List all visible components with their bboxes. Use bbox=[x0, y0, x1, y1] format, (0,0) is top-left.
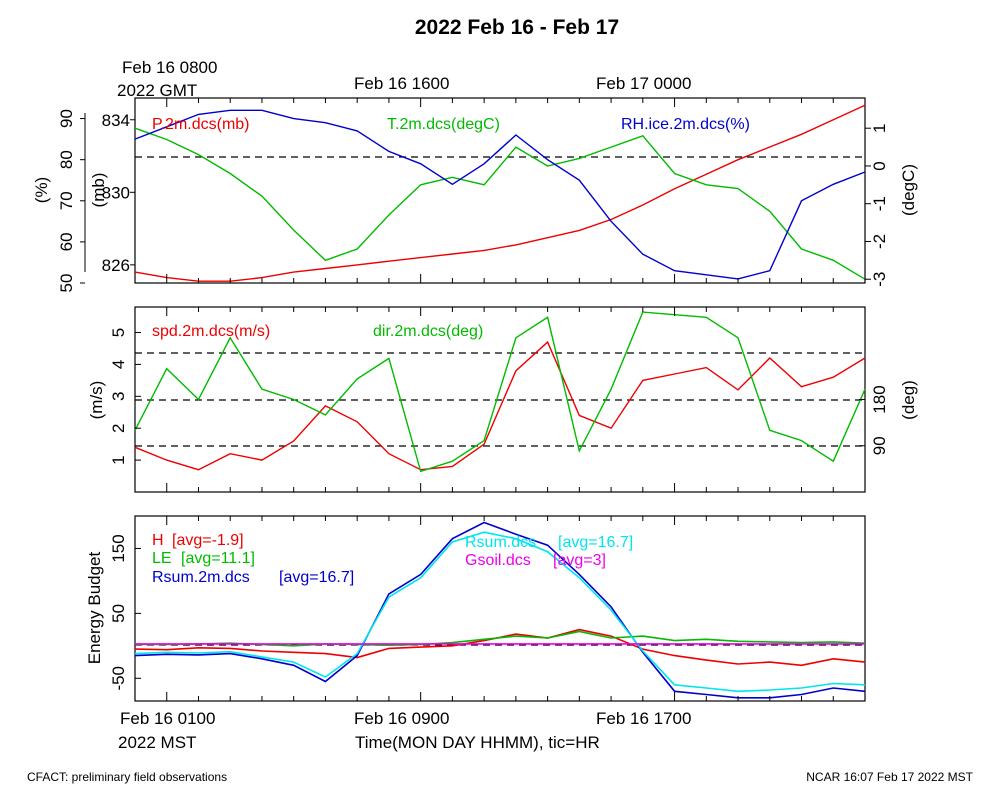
legend-wind-direction: dir.2m.dcs(deg) bbox=[373, 323, 483, 340]
pressure-tick-label: 826 bbox=[102, 256, 130, 275]
panel-top-frame bbox=[134, 97, 866, 284]
rh-tick-label: 90 bbox=[57, 109, 76, 128]
legend-rsum-2m-name: Rsum.2m.dcs bbox=[152, 569, 250, 586]
legend-le-avg: [avg=11.1] bbox=[181, 550, 255, 567]
temperature-tick-label: -1 bbox=[870, 196, 889, 211]
series-temperature-line bbox=[134, 127, 866, 280]
series-pressure-line bbox=[134, 104, 866, 282]
wind-speed-tick-label: 4 bbox=[109, 360, 128, 369]
wind-speed-axis-label: (m/s) bbox=[87, 381, 106, 420]
gmt-label-first: Feb 16 0800 bbox=[122, 58, 217, 77]
mst-label-year: 2022 MST bbox=[118, 733, 196, 752]
wind-direction-tick-label: 90 bbox=[870, 436, 889, 455]
wind-direction-tick-label: 180 bbox=[870, 385, 889, 413]
energy-tick-label: -50 bbox=[109, 666, 128, 691]
series-rh-line bbox=[134, 109, 866, 280]
rh-axis-label: (%) bbox=[32, 177, 51, 203]
legend-le-name: LE bbox=[152, 550, 172, 567]
pressure-axis-label: (mb) bbox=[89, 173, 108, 208]
legend-rsum: Rsum.dcs [avg=16.7] bbox=[465, 534, 633, 551]
legend-h-name: H bbox=[152, 532, 164, 549]
wind-speed-tick-label: 2 bbox=[109, 423, 128, 432]
legend-h: H [avg=-1.9] bbox=[152, 532, 244, 549]
series-rsum-line bbox=[134, 531, 866, 693]
series-wind-direction-line bbox=[134, 311, 866, 473]
energy-axis-label: Energy Budget bbox=[85, 551, 104, 664]
legend-wind-speed: spd.2m.dcs(m/s) bbox=[152, 323, 270, 340]
pressure-tick-label: 834 bbox=[102, 111, 130, 130]
gmt-label-year: 2022 GMT bbox=[117, 81, 197, 100]
temperature-tick-label: 1 bbox=[870, 123, 889, 132]
wind-speed-tick-label: 3 bbox=[109, 392, 128, 401]
rh-tick-label: 60 bbox=[57, 232, 76, 251]
legend-temperature: T.2m.dcs(degC) bbox=[387, 116, 500, 133]
legend-h-avg: [avg=-1.9] bbox=[172, 532, 244, 549]
gmt-label-mid: Feb 16 1600 bbox=[354, 74, 449, 93]
legend-rsum-name: Rsum.dcs bbox=[465, 534, 536, 551]
legend-gsoil-avg: [avg=3] bbox=[553, 552, 606, 569]
wind-speed-tick-label: 5 bbox=[109, 328, 128, 337]
legend-rsum-2m-avg: [avg=16.7] bbox=[279, 569, 354, 586]
series-rsum-2m-line bbox=[134, 521, 866, 699]
x-axis-label: Time(MON DAY HHMM), tic=HR bbox=[355, 733, 600, 752]
footer-right: NCAR 16:07 Feb 17 2022 MST bbox=[806, 770, 973, 784]
legend-gsoil: Gsoil.dcs [avg=3] bbox=[465, 552, 606, 569]
series-h-line bbox=[134, 628, 866, 667]
energy-tick-label: 150 bbox=[109, 534, 128, 562]
legend-gsoil-name: Gsoil.dcs bbox=[465, 552, 531, 569]
temperature-axis-label: (degC) bbox=[899, 164, 918, 216]
temperature-tick-label: -3 bbox=[870, 272, 889, 287]
gmt-label-last: Feb 17 0000 bbox=[596, 74, 691, 93]
footer-left: CFACT: preliminary field observations bbox=[27, 770, 227, 784]
chart-title: 2022 Feb 16 - Feb 17 bbox=[415, 16, 619, 39]
rh-tick-label: 70 bbox=[57, 191, 76, 210]
pressure-tick-label: 830 bbox=[102, 183, 130, 202]
legend-rsum-2m: Rsum.2m.dcs [avg=16.7] bbox=[152, 569, 354, 586]
energy-tick-label: 50 bbox=[109, 604, 128, 623]
mst-label-mid: Feb 16 0900 bbox=[354, 709, 449, 728]
mst-label-first: Feb 16 0100 bbox=[120, 709, 215, 728]
series-wind-speed-line bbox=[134, 340, 866, 471]
wind-speed-tick-label: 1 bbox=[109, 455, 128, 464]
rh-tick-label: 50 bbox=[57, 274, 76, 293]
wind-direction-axis-label: (deg) bbox=[899, 380, 918, 420]
legend-rsum-avg: [avg=16.7] bbox=[558, 534, 633, 551]
rh-tick-label: 80 bbox=[57, 150, 76, 169]
legend-rh: RH.ice.2m.dcs(%) bbox=[621, 116, 750, 133]
mst-label-last: Feb 16 1700 bbox=[596, 709, 691, 728]
legend-le: LE [avg=11.1] bbox=[152, 550, 255, 567]
temperature-tick-label: -2 bbox=[870, 234, 889, 249]
panel-bottom-frame bbox=[134, 515, 866, 702]
temperature-tick-label: 0 bbox=[870, 161, 889, 170]
legend-pressure: P.2m.dcs(mb) bbox=[152, 116, 250, 133]
